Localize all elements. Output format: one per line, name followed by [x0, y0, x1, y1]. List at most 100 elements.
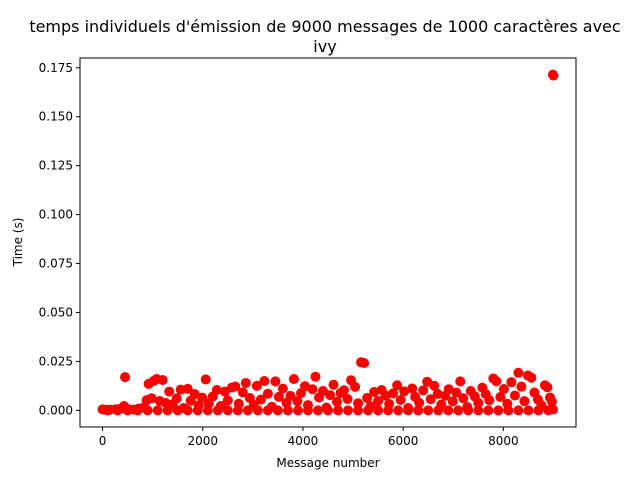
data-point: [112, 405, 123, 416]
data-point: [483, 405, 494, 416]
data-point: [332, 396, 343, 407]
data-point: [189, 389, 200, 400]
data-point: [222, 395, 233, 406]
data-point: [172, 405, 183, 416]
y-tick-label: 0.125: [39, 159, 73, 173]
data-point: [353, 398, 364, 409]
y-tick-label: 0.075: [39, 257, 73, 271]
data-point: [523, 405, 534, 416]
data-point: [272, 405, 283, 416]
data-point: [328, 379, 339, 390]
data-point: [423, 405, 434, 416]
data-point: [262, 405, 273, 416]
y-tick-label: 0.050: [39, 305, 73, 319]
data-point: [498, 384, 509, 395]
data-point: [222, 405, 233, 416]
data-point: [251, 380, 262, 391]
data-point: [403, 405, 414, 416]
data-point: [443, 384, 454, 395]
data-point: [270, 376, 281, 387]
data-point: [255, 394, 266, 405]
data-point: [414, 397, 425, 408]
data-point: [132, 405, 143, 416]
chart-title-line-1: temps individuels d'émission de 9000 mes…: [29, 17, 620, 36]
data-point: [503, 405, 514, 416]
y-axis-label: Time (s): [11, 218, 25, 268]
data-point: [285, 390, 296, 401]
data-point: [458, 393, 469, 404]
x-tick-label: 4000: [288, 434, 319, 448]
plot-frame: [79, 57, 577, 428]
y-tick-label: 0.175: [39, 61, 73, 75]
data-point: [433, 405, 444, 416]
chart-title-line-2: ivy: [313, 37, 336, 56]
data-point: [273, 391, 284, 402]
data-point: [343, 405, 354, 416]
x-tick-label: 2000: [187, 434, 218, 448]
data-point: [200, 374, 211, 385]
data-point: [122, 405, 133, 416]
y-tick-label: 0.025: [39, 354, 73, 368]
data-point: [519, 396, 530, 407]
data-point: [164, 386, 175, 397]
data-point: [473, 405, 484, 416]
data-point: [162, 405, 173, 416]
data-point: [463, 405, 474, 416]
y-axis-ticks: 0.000 0.025 0.050 0.075 0.100 0.125 0.150 0.175: [39, 61, 80, 417]
data-point: [353, 405, 364, 416]
y-tick-label: 0.150: [39, 110, 73, 124]
data-point: [262, 388, 273, 399]
data-point: [288, 374, 299, 385]
data-point: [299, 381, 310, 392]
data-point: [369, 386, 380, 397]
data-point: [373, 395, 384, 406]
x-axis-ticks: 0 2000 4000 6000 8000: [99, 427, 519, 448]
x-tick-label: 6000: [388, 434, 419, 448]
x-axis-label: Message number: [276, 456, 379, 470]
data-points: [97, 69, 559, 416]
data-point: [546, 396, 557, 407]
data-point: [548, 70, 559, 81]
data-point: [157, 375, 168, 386]
data-point: [237, 387, 248, 398]
data-point: [292, 405, 303, 416]
y-tick-label: 0.100: [39, 208, 73, 222]
data-point: [491, 376, 502, 387]
data-point: [307, 384, 318, 395]
data-point: [388, 388, 399, 399]
data-point: [526, 372, 537, 383]
data-point: [399, 386, 410, 397]
data-point: [393, 405, 404, 416]
data-point: [323, 405, 333, 416]
data-point: [484, 395, 495, 406]
data-point: [363, 405, 374, 416]
data-point: [202, 405, 213, 416]
data-point: [197, 392, 208, 403]
data-point: [395, 394, 406, 405]
data-point: [513, 405, 524, 416]
data-point: [516, 381, 527, 392]
data-point: [146, 393, 157, 404]
data-point: [493, 405, 504, 416]
data-point: [473, 397, 484, 408]
x-tick-label: 0: [99, 434, 107, 448]
data-point: [302, 405, 313, 416]
data-point: [509, 390, 520, 401]
data-point: [495, 392, 506, 403]
data-point: [350, 381, 361, 392]
data-point: [192, 405, 203, 416]
data-point: [277, 383, 288, 394]
data-point: [312, 405, 323, 416]
data-point: [142, 405, 153, 416]
data-point: [325, 390, 335, 401]
data-point: [392, 380, 403, 391]
data-point: [373, 405, 384, 416]
data-point: [413, 405, 424, 416]
data-point: [453, 405, 464, 416]
data-point: [542, 382, 553, 393]
data-point: [171, 393, 182, 404]
data-point: [339, 385, 350, 396]
data-point: [310, 371, 321, 382]
data-point: [211, 385, 222, 395]
